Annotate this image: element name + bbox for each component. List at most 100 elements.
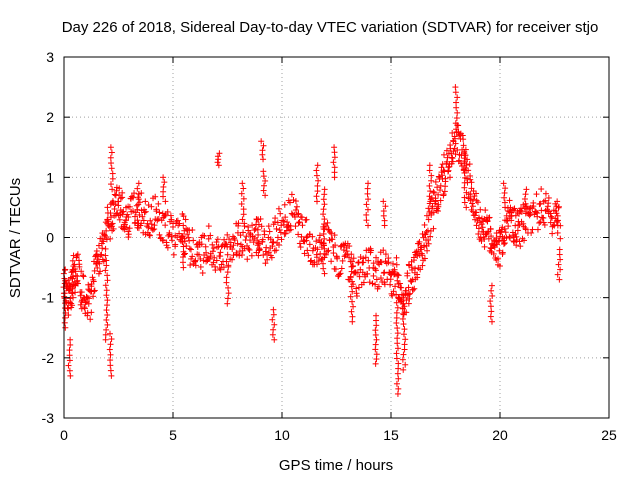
data-point xyxy=(278,236,285,243)
x-tick-label: 0 xyxy=(60,427,68,443)
data-point xyxy=(102,252,109,259)
data-point xyxy=(400,310,407,317)
data-point xyxy=(211,254,218,261)
data-point xyxy=(207,232,214,239)
data-point xyxy=(241,223,248,230)
data-point xyxy=(417,266,424,273)
data-point xyxy=(425,216,432,223)
data-point xyxy=(299,222,306,229)
data-point xyxy=(464,156,471,163)
data-point xyxy=(186,245,193,252)
data-point xyxy=(125,214,132,221)
data-point xyxy=(552,208,559,215)
data-point xyxy=(86,295,93,302)
data-point xyxy=(440,191,447,198)
data-point xyxy=(271,321,278,328)
data-point xyxy=(473,190,480,197)
data-point xyxy=(287,226,294,233)
y-tick-label: 1 xyxy=(46,169,54,185)
data-point xyxy=(545,200,552,207)
data-point xyxy=(487,298,494,305)
data-point xyxy=(526,212,533,219)
data-point xyxy=(79,272,86,279)
data-point xyxy=(403,309,410,316)
data-point xyxy=(522,191,529,198)
data-point xyxy=(314,188,321,195)
data-point xyxy=(382,251,389,258)
data-point xyxy=(65,362,72,369)
data-point xyxy=(307,258,314,265)
data-point xyxy=(176,220,183,227)
series-sdtvar xyxy=(60,84,564,397)
data-point xyxy=(319,255,326,262)
data-point xyxy=(181,251,188,258)
data-point xyxy=(164,208,171,215)
data-point xyxy=(522,200,529,207)
data-point xyxy=(364,206,371,213)
data-point xyxy=(76,257,83,264)
data-point xyxy=(217,266,224,273)
data-point xyxy=(395,365,402,372)
data-point xyxy=(440,151,447,158)
data-point xyxy=(221,236,228,243)
data-point xyxy=(189,253,196,260)
data-point xyxy=(542,197,549,204)
data-point xyxy=(393,299,400,306)
data-point xyxy=(202,243,209,250)
data-point xyxy=(377,275,384,282)
data-point xyxy=(212,263,219,270)
data-point xyxy=(502,185,509,192)
data-point xyxy=(462,165,469,172)
data-point xyxy=(463,204,470,211)
data-point xyxy=(487,226,494,233)
data-point xyxy=(534,213,541,220)
data-point xyxy=(184,231,191,238)
data-point xyxy=(505,223,512,230)
data-point xyxy=(533,191,540,198)
data-point xyxy=(473,222,480,229)
data-point xyxy=(247,237,254,244)
data-point xyxy=(245,245,252,252)
data-point xyxy=(180,248,187,255)
data-point xyxy=(259,147,266,154)
data-point xyxy=(125,231,132,238)
data-point xyxy=(372,327,379,334)
data-point xyxy=(110,225,117,232)
data-point xyxy=(372,360,379,367)
data-point xyxy=(375,283,382,290)
data-point xyxy=(338,265,345,272)
data-point xyxy=(313,172,320,179)
data-point xyxy=(104,321,111,328)
data-point xyxy=(106,330,113,337)
x-tick-label: 15 xyxy=(383,427,399,443)
data-point xyxy=(270,311,277,318)
data-point xyxy=(554,271,561,278)
data-point xyxy=(146,232,153,239)
data-point xyxy=(308,257,315,264)
data-point xyxy=(466,161,473,168)
data-point xyxy=(474,199,481,206)
data-point xyxy=(331,154,338,161)
data-point xyxy=(181,227,188,234)
data-point xyxy=(284,219,291,226)
data-point xyxy=(449,158,456,165)
data-point xyxy=(334,255,341,262)
data-point xyxy=(180,254,187,261)
data-point xyxy=(69,257,76,264)
data-point xyxy=(416,238,423,245)
data-point xyxy=(61,295,68,302)
data-point xyxy=(365,222,372,229)
data-point xyxy=(226,236,233,243)
data-point xyxy=(169,237,176,244)
data-point xyxy=(244,242,251,249)
data-point xyxy=(107,341,114,348)
data-point xyxy=(166,229,173,236)
data-point xyxy=(149,226,156,233)
data-point xyxy=(373,276,380,283)
data-point xyxy=(315,257,322,264)
data-point xyxy=(513,242,520,249)
data-point xyxy=(231,237,238,244)
data-point xyxy=(201,232,208,239)
data-point xyxy=(326,229,333,236)
data-point xyxy=(170,223,177,230)
